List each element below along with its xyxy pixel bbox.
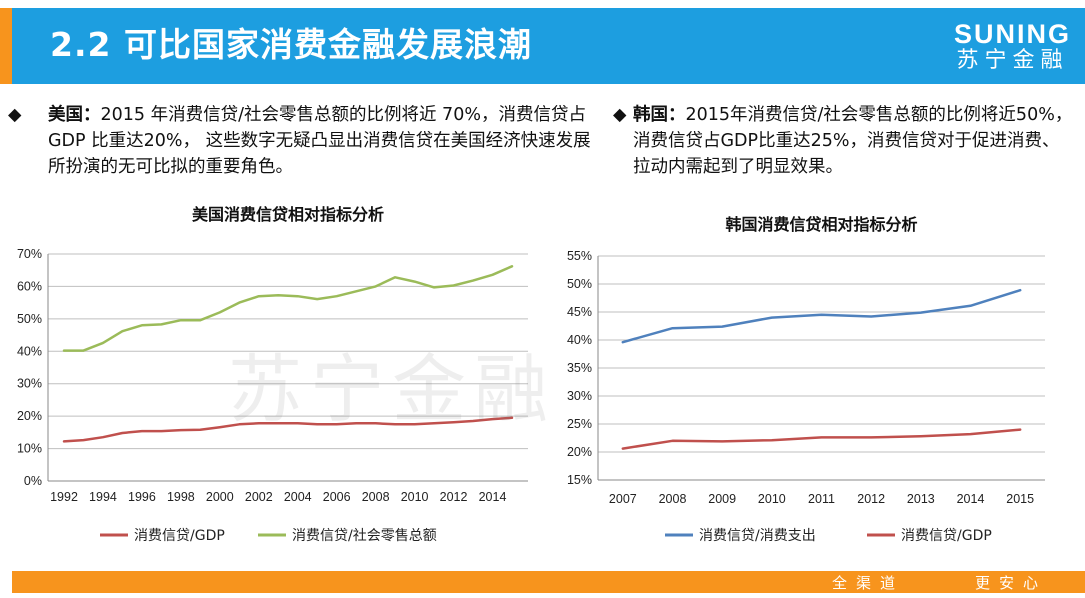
us-chart-legend-label: 消费信贷/GDP	[134, 528, 225, 544]
us-chart-y-tick-label: 10%	[17, 442, 42, 456]
us-chart-y-tick-label: 40%	[17, 344, 42, 358]
korea-chart-legend-label: 消费信贷/消费支出	[699, 528, 816, 544]
us-chart-x-tick-label: 2014	[479, 490, 507, 504]
korea-chart-x-tick-label: 2008	[659, 492, 687, 506]
korea-chart-x-tick-label: 2010	[758, 492, 786, 506]
korea-bullet-body: 2015年消费信贷/社会零售总额的比例将近50%，消费信贷占GDP比重达25%，…	[633, 105, 1073, 177]
header-banner: 2.2 可比国家消费金融发展浪潮 SUNING 苏宁金融	[12, 8, 1085, 84]
korea-chart-series-line-0	[621, 288, 1022, 344]
us-chart-x-tick-label: 2008	[362, 490, 390, 504]
us-country-label: 美国：	[48, 105, 101, 125]
korea-chart-y-tick-label: 35%	[567, 361, 592, 375]
korea-chart-x-tick-label: 2009	[708, 492, 736, 506]
korea-chart-y-tick-label: 20%	[567, 445, 592, 459]
korea-chart-x-tick-label: 2015	[1006, 492, 1034, 506]
korea-chart-y-tick-label: 55%	[567, 249, 592, 263]
footer-slogan-b: 更安心	[975, 574, 1048, 592]
korea-country-label: 韩国：	[633, 105, 686, 125]
header-accent-bar	[0, 8, 12, 84]
us-chart-x-tick-label: 2010	[401, 490, 429, 504]
watermark: 苏宁金融	[228, 347, 556, 433]
page-title: 2.2 可比国家消费金融发展浪潮	[50, 25, 532, 64]
korea-chart-x-tick-label: 2011	[808, 492, 835, 506]
korea-chart-y-tick-label: 50%	[567, 277, 592, 291]
us-chart-x-tick-label: 1994	[89, 490, 117, 504]
korea-chart-x-tick-label: 2007	[609, 492, 637, 506]
us-chart-x-tick-label: 1996	[128, 490, 156, 504]
us-chart-y-tick-label: 50%	[17, 312, 42, 326]
us-bullet-body: 2015 年消费信贷/社会零售总额的比例将近 70%，消费信贷占 GDP 比重达…	[48, 105, 591, 177]
us-chart-x-tick-label: 2002	[245, 490, 273, 504]
korea-chart: 韩国消费信贷相对指标分析 15% 20% 25% 30% 35% 40% 45% 50% 55% 2…	[567, 215, 1045, 544]
us-chart-x-tick-label: 2004	[284, 490, 312, 504]
footer-bar: 全渠道 更安心	[12, 571, 1085, 593]
brand-logo-en: SUNING	[953, 19, 1071, 49]
us-bullet-text: 美国：2015 年消费信贷/社会零售总额的比例将近 70%，消费信贷占 GDP …	[48, 102, 593, 180]
korea-chart-y-tick-label: 25%	[567, 417, 592, 431]
us-chart-title: 美国消费信贷相对指标分析	[192, 205, 384, 224]
us-chart-series-line-1	[62, 265, 514, 352]
us-chart-y-tick-label: 20%	[17, 409, 42, 423]
us-chart-x-tick-label: 2006	[323, 490, 351, 504]
korea-bullet-text: 韩国：2015年消费信贷/社会零售总额的比例将近50%，消费信贷占GDP比重达2…	[633, 102, 1073, 180]
korea-chart-x-tick-label: 2012	[857, 492, 885, 506]
us-chart-legend-label: 消费信贷/社会零售总额	[292, 528, 437, 544]
us-chart-y-tick-label: 0%	[24, 474, 42, 488]
us-bullet: ◆ 美国：2015 年消费信贷/社会零售总额的比例将近 70%，消费信贷占 GD…	[8, 102, 593, 180]
us-chart-x-tick-label: 1992	[50, 490, 78, 504]
us-chart: 美国消费信贷相对指标分析 0% 10% 20% 30% 40% 50% 60% 70% 1992 1…	[17, 205, 528, 544]
korea-chart-x-tick-label: 2013	[907, 492, 935, 506]
korea-chart-title: 韩国消费信贷相对指标分析	[725, 215, 917, 234]
korea-chart-legend-label: 消费信贷/GDP	[901, 528, 992, 544]
us-chart-x-tick-label: 2000	[206, 490, 234, 504]
us-chart-series-line-0	[62, 416, 514, 443]
us-chart-y-tick-label: 30%	[17, 377, 42, 391]
brand-logo: SUNING 苏宁金融	[954, 20, 1071, 74]
diamond-bullet-icon: ◆	[8, 105, 22, 125]
us-chart-x-tick-label: 2012	[440, 490, 468, 504]
us-chart-y-tick-label: 60%	[17, 279, 42, 293]
us-chart-y-tick-label: 70%	[17, 247, 42, 261]
korea-chart-y-tick-label: 15%	[567, 473, 592, 487]
brand-logo-cn: 苏宁金融	[956, 48, 1069, 73]
diamond-bullet-icon: ◆	[613, 105, 627, 125]
korea-chart-series-line-1	[621, 428, 1022, 450]
korea-chart-x-tick-label: 2014	[957, 492, 985, 506]
korea-chart-y-tick-label: 30%	[567, 389, 592, 403]
footer-slogan-a: 全渠道	[832, 574, 905, 592]
korea-bullet: ◆ 韩国：2015年消费信贷/社会零售总额的比例将近50%，消费信贷占GDP比重…	[613, 102, 1073, 180]
us-chart-x-tick-label: 1998	[167, 490, 195, 504]
korea-chart-y-tick-label: 40%	[567, 333, 592, 347]
korea-chart-y-tick-label: 45%	[567, 305, 592, 319]
